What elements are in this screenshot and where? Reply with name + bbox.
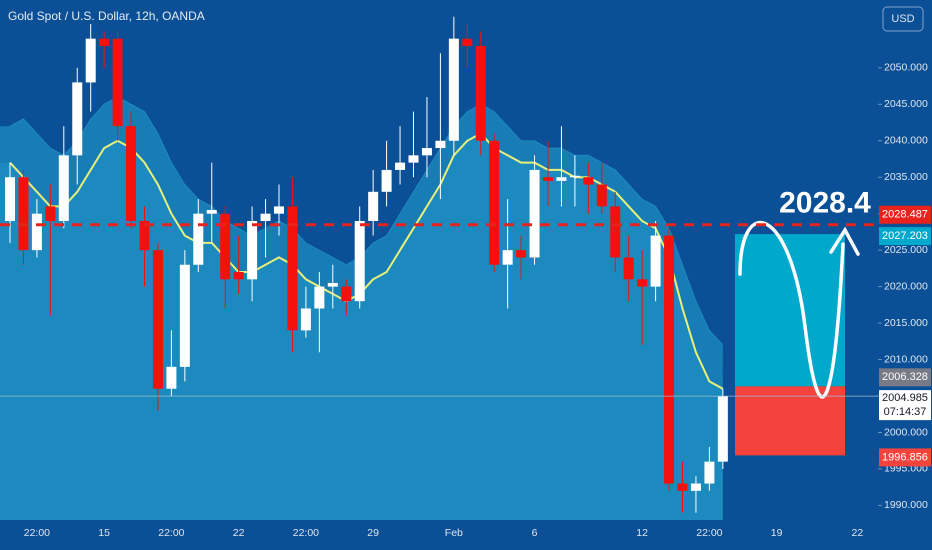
x-tick-label: 22 xyxy=(233,527,245,539)
resistance-label-box xyxy=(879,205,931,224)
currency-button[interactable] xyxy=(882,6,924,32)
candle-body xyxy=(139,220,150,251)
x-tick-label: 29 xyxy=(367,527,379,539)
x-tick-label: 19 xyxy=(771,527,783,539)
y-tick-label: 2000.000 xyxy=(884,426,928,438)
candle-body xyxy=(99,38,110,46)
stop-zone xyxy=(735,386,845,456)
candle-body xyxy=(112,38,123,127)
candle-body xyxy=(179,264,190,367)
candle-body xyxy=(543,177,553,181)
candle-body xyxy=(421,148,432,156)
candle-body xyxy=(18,177,29,251)
candle-body xyxy=(260,213,271,221)
x-tick-label: 15 xyxy=(98,527,110,539)
candle-body xyxy=(502,250,513,265)
candle-body xyxy=(247,220,258,280)
y-tick-label: 2045.000 xyxy=(884,98,928,110)
y-tick-label: 2035.000 xyxy=(884,171,928,183)
candle-body xyxy=(233,272,244,280)
x-tick-label: 22:00 xyxy=(24,527,50,539)
candle-body xyxy=(5,177,15,221)
y-tick-label: 2020.000 xyxy=(884,280,928,292)
candle-body xyxy=(274,206,284,214)
x-tick-label: 22:00 xyxy=(696,527,722,539)
candle-body xyxy=(287,206,298,331)
candle-body xyxy=(152,250,163,389)
candle-body xyxy=(690,483,701,491)
countdown: 07:14:37 xyxy=(884,406,927,418)
candle-body xyxy=(448,38,459,141)
candle-body xyxy=(623,257,634,280)
entry-label: 2006.328 xyxy=(882,371,928,383)
candle-body xyxy=(556,177,567,181)
candle-body xyxy=(704,461,715,484)
stop-label-box xyxy=(879,448,931,467)
overlay-area xyxy=(0,97,723,520)
candle-body xyxy=(596,184,607,207)
resistance-label: 2028.487 xyxy=(882,209,928,221)
candle-body xyxy=(516,250,527,258)
candle-body xyxy=(300,308,311,331)
x-tick-label: 22 xyxy=(852,527,864,539)
candle-body xyxy=(664,235,675,484)
candle-body xyxy=(354,220,365,302)
candle-body xyxy=(489,140,500,265)
stop-label: 1996.856 xyxy=(882,451,928,463)
candle-body xyxy=(569,175,580,178)
y-tick-label: 2050.000 xyxy=(884,62,928,74)
forecast-arrow xyxy=(738,220,860,399)
candle-body xyxy=(395,162,406,170)
entry-label-box xyxy=(879,368,931,387)
candle-body xyxy=(193,213,204,265)
overlay-line xyxy=(9,96,724,346)
y-tick-label: 2010.000 xyxy=(884,353,928,365)
candle-body xyxy=(650,235,661,287)
candle-body xyxy=(31,213,42,251)
candle-body xyxy=(435,140,446,149)
candle-body xyxy=(381,169,392,192)
candle-body xyxy=(206,210,217,214)
candle-body xyxy=(717,396,728,462)
candle-body xyxy=(610,206,621,258)
x-tick-label: 22:00 xyxy=(293,527,319,539)
y-tick-label: 2040.000 xyxy=(884,135,928,147)
candle-body xyxy=(166,366,177,389)
candle-body xyxy=(637,279,648,287)
candle-body xyxy=(475,45,486,141)
chart-title: Gold Spot / U.S. Dollar, 12h, OANDA xyxy=(8,9,205,23)
x-tick-label: 22:00 xyxy=(158,527,184,539)
candle-body xyxy=(72,82,83,156)
last-price-label: 2004.985 xyxy=(882,392,928,404)
x-tick-label: 6 xyxy=(532,527,538,539)
candle-body xyxy=(677,483,688,491)
x-tick-label: 12 xyxy=(636,527,648,539)
x-tick-label: Feb xyxy=(445,527,463,539)
candle-body xyxy=(327,282,338,287)
last-price-box xyxy=(879,390,931,421)
candle-body xyxy=(583,177,594,185)
y-tick-label: 2015.000 xyxy=(884,317,928,329)
annotation: 2028.4 xyxy=(779,187,871,220)
candle-body xyxy=(220,213,231,280)
candle-body xyxy=(45,206,56,221)
target-label: 2027.203 xyxy=(882,230,928,242)
candle-body xyxy=(368,191,379,221)
candle-body xyxy=(462,38,473,46)
candle-body xyxy=(529,169,540,258)
currency-label[interactable]: USD xyxy=(891,13,914,25)
plot-area xyxy=(0,16,878,520)
y-tick-label: 1990.000 xyxy=(884,499,928,511)
candle-body xyxy=(408,155,419,163)
candle-body xyxy=(58,155,69,221)
candle-body xyxy=(341,286,352,302)
y-tick-label: 2025.000 xyxy=(884,244,928,256)
candle-body xyxy=(85,38,96,83)
candle-body xyxy=(314,286,325,309)
target-label-box xyxy=(879,227,931,246)
candle-body xyxy=(126,126,137,221)
